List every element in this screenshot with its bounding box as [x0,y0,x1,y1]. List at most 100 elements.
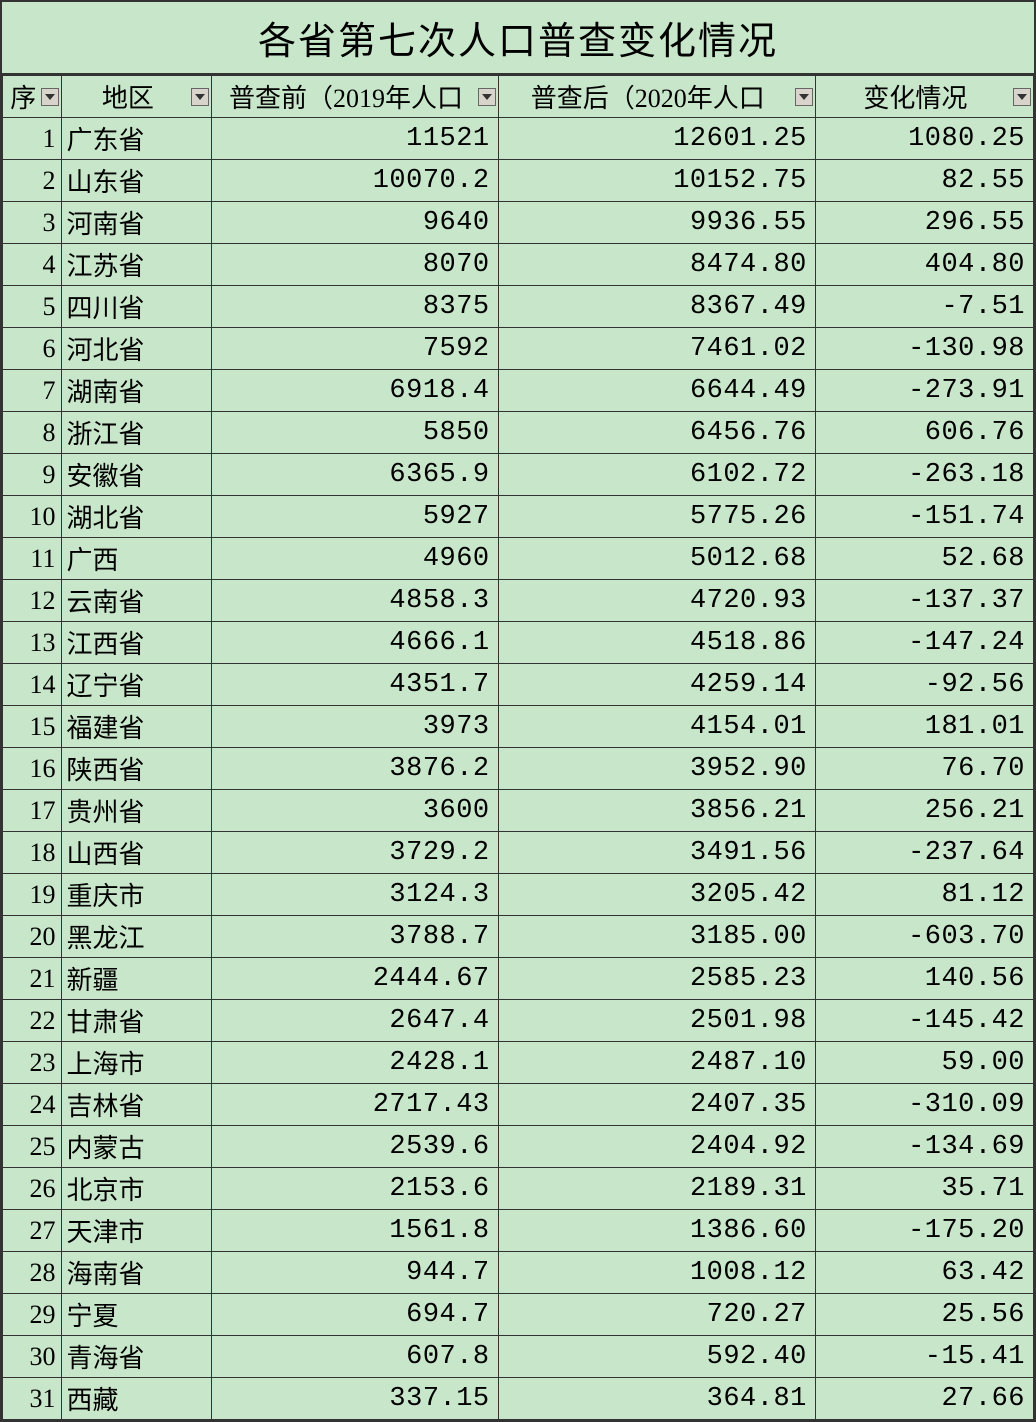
cell-pre: 6365.9 [212,454,498,496]
cell-change: -130.98 [815,328,1033,370]
cell-post: 2189.31 [498,1168,815,1210]
cell-change: 404.80 [815,244,1033,286]
cell-seq: 9 [3,454,62,496]
table-row: 1广东省1152112601.251080.25 [3,118,1034,160]
census-table: 序 地区 普查前（2019年人口 [2,75,1034,1420]
table-row: 26北京市2153.62189.3135.71 [3,1168,1034,1210]
cell-post: 6644.49 [498,370,815,412]
header-seq-label: 序 [10,84,36,113]
header-row: 序 地区 普查前（2019年人口 [3,76,1034,118]
table-row: 29宁夏694.7720.2725.56 [3,1294,1034,1336]
cell-pre: 337.15 [212,1378,498,1420]
cell-pre: 607.8 [212,1336,498,1378]
cell-region: 江苏省 [62,244,212,286]
cell-region: 湖北省 [62,496,212,538]
cell-pre: 9640 [212,202,498,244]
cell-seq: 26 [3,1168,62,1210]
header-post-label: 普查后（2020年人口 [531,84,765,113]
header-post: 普查后（2020年人口 [498,76,815,118]
cell-post: 8367.49 [498,286,815,328]
cell-region: 江西省 [62,622,212,664]
cell-seq: 15 [3,706,62,748]
cell-post: 3491.56 [498,832,815,874]
cell-change: 140.56 [815,958,1033,1000]
header-seq: 序 [3,76,62,118]
table-row: 15福建省39734154.01181.01 [3,706,1034,748]
header-change: 变化情况 [815,76,1033,118]
cell-post: 5775.26 [498,496,815,538]
cell-pre: 2539.6 [212,1126,498,1168]
cell-seq: 11 [3,538,62,580]
cell-post: 592.40 [498,1336,815,1378]
cell-seq: 4 [3,244,62,286]
cell-change: -310.09 [815,1084,1033,1126]
cell-pre: 2647.4 [212,1000,498,1042]
cell-seq: 30 [3,1336,62,1378]
cell-region: 陕西省 [62,748,212,790]
cell-pre: 7592 [212,328,498,370]
table-row: 14辽宁省4351.74259.14-92.56 [3,664,1034,706]
cell-post: 2585.23 [498,958,815,1000]
cell-post: 1008.12 [498,1252,815,1294]
cell-region: 辽宁省 [62,664,212,706]
filter-button-region[interactable] [191,88,209,106]
cell-region: 西藏 [62,1378,212,1420]
cell-region: 天津市 [62,1210,212,1252]
cell-pre: 4666.1 [212,622,498,664]
header-pre-label: 普查前（2019年人口 [229,84,463,113]
cell-change: 63.42 [815,1252,1033,1294]
cell-pre: 8375 [212,286,498,328]
cell-change: 27.66 [815,1378,1033,1420]
cell-seq: 28 [3,1252,62,1294]
filter-button-change[interactable] [1013,88,1031,106]
cell-post: 10152.75 [498,160,815,202]
cell-region: 内蒙古 [62,1126,212,1168]
cell-seq: 7 [3,370,62,412]
table-row: 22甘肃省2647.42501.98-145.42 [3,1000,1034,1042]
cell-post: 3952.90 [498,748,815,790]
cell-change: -7.51 [815,286,1033,328]
filter-button-post[interactable] [795,88,813,106]
cell-post: 4518.86 [498,622,815,664]
cell-pre: 4960 [212,538,498,580]
cell-post: 5012.68 [498,538,815,580]
cell-post: 720.27 [498,1294,815,1336]
cell-seq: 23 [3,1042,62,1084]
table-row: 27天津市1561.81386.60-175.20 [3,1210,1034,1252]
cell-change: 256.21 [815,790,1033,832]
cell-region: 浙江省 [62,412,212,454]
table-row: 5四川省83758367.49-7.51 [3,286,1034,328]
filter-button-seq[interactable] [41,88,59,106]
table-row: 10湖北省59275775.26-151.74 [3,496,1034,538]
table-row: 17贵州省36003856.21256.21 [3,790,1034,832]
cell-post: 8474.80 [498,244,815,286]
cell-seq: 20 [3,916,62,958]
cell-change: 1080.25 [815,118,1033,160]
cell-post: 4259.14 [498,664,815,706]
cell-region: 河南省 [62,202,212,244]
filter-button-pre[interactable] [478,88,496,106]
cell-seq: 3 [3,202,62,244]
cell-pre: 5850 [212,412,498,454]
cell-region: 青海省 [62,1336,212,1378]
cell-pre: 2153.6 [212,1168,498,1210]
cell-change: -92.56 [815,664,1033,706]
cell-seq: 21 [3,958,62,1000]
cell-region: 湖南省 [62,370,212,412]
cell-change: -603.70 [815,916,1033,958]
cell-pre: 3788.7 [212,916,498,958]
cell-seq: 10 [3,496,62,538]
cell-post: 2407.35 [498,1084,815,1126]
cell-region: 山东省 [62,160,212,202]
table-row: 3河南省96409936.55296.55 [3,202,1034,244]
cell-region: 海南省 [62,1252,212,1294]
cell-pre: 944.7 [212,1252,498,1294]
cell-pre: 694.7 [212,1294,498,1336]
table-row: 2山东省10070.210152.7582.55 [3,160,1034,202]
cell-seq: 29 [3,1294,62,1336]
cell-seq: 31 [3,1378,62,1420]
table-row: 23上海市2428.12487.1059.00 [3,1042,1034,1084]
header-region: 地区 [62,76,212,118]
table-row: 13江西省4666.14518.86-147.24 [3,622,1034,664]
cell-seq: 5 [3,286,62,328]
